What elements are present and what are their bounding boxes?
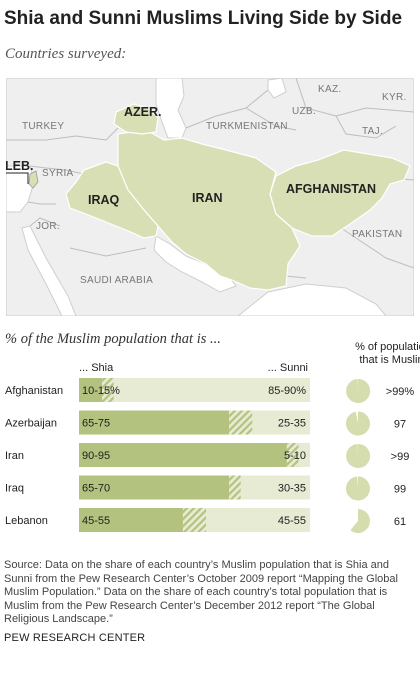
- map-label-saudi-arabia: SAUDI ARABIA: [80, 275, 153, 286]
- pie-heading-line1: % of population: [355, 341, 420, 353]
- country-label-iran: Iran: [5, 450, 24, 462]
- muslim-pie-iraq: [345, 476, 370, 501]
- sunni-heading: ... Sunni: [268, 362, 308, 374]
- country-label-lebanon: Lebanon: [5, 515, 48, 527]
- range-hatch-iran: [286, 443, 299, 467]
- muslim-share-label-lebanon: 61: [394, 516, 406, 528]
- map-label-kyrgyzstan: KYR.: [382, 92, 407, 103]
- map-label-turkey: TURKEY: [22, 121, 64, 132]
- shia-heading: ... Shia: [79, 362, 114, 374]
- chart-subtitle: % of the Muslim population that is ...: [5, 331, 221, 347]
- sunni-label-afghanistan: 85-90%: [268, 385, 306, 397]
- muslim-pie-lebanon: [350, 509, 370, 533]
- shia-bar-afghanistan: [79, 378, 103, 402]
- range-hatch-lebanon: [182, 508, 207, 532]
- iraq-shape: [65, 161, 159, 239]
- sunni-label-iraq: 30-35: [278, 483, 306, 495]
- map-label-azerbaijan: AZER.: [124, 105, 162, 119]
- map-label-syria: SYRIA: [42, 168, 74, 179]
- shia-bar-iran: [79, 443, 287, 467]
- credit-line: PEW RESEARCH CENTER: [4, 632, 146, 644]
- map-label-uzbekistan: UZB.: [292, 106, 316, 117]
- map-label-turkmenistan: TURKMENISTAN: [206, 121, 288, 132]
- shia-bar-azerbaijan: [79, 410, 230, 435]
- shia-label-lebanon: 45-55: [82, 515, 110, 527]
- sunni-label-iran: 5-10: [284, 450, 306, 462]
- shia-sunni-chart: % of population that is Muslim ... Shia …: [5, 341, 420, 533]
- shia-bar-iraq: [79, 475, 230, 500]
- lebanon-shape: [28, 170, 39, 189]
- map-label-lebanon: LEB.: [6, 159, 33, 173]
- shia-label-azerbaijan: 65-75: [82, 418, 110, 430]
- map-label-tajikistan: TAJ.: [362, 126, 383, 137]
- map-label-kazakhstan: KAZ.: [318, 84, 341, 95]
- persian-gulf: [153, 235, 237, 293]
- page-title: Shia and Sunni Muslims Living Side by Si…: [4, 8, 403, 29]
- sunni-label-azerbaijan: 25-35: [278, 418, 306, 430]
- muslim-share-label-iran: >99: [391, 451, 410, 463]
- sunni-bar-afghanistan: [79, 378, 310, 402]
- map-subtitle: Countries surveyed:: [5, 46, 127, 62]
- map-label-afghanistan: AFGHANISTAN: [286, 182, 376, 196]
- lebanon-callout-line: [6, 172, 29, 184]
- aral-sea: [267, 78, 287, 99]
- muslim-share-label-afghanistan: >99%: [386, 386, 415, 398]
- shia-label-afghanistan: 10-15%: [82, 385, 120, 397]
- shia-label-iraq: 65-70: [82, 483, 110, 495]
- shia-bar-lebanon: [79, 508, 183, 532]
- arabian-sea: [237, 283, 387, 316]
- muslim-share-label-azerbaijan: 97: [394, 419, 406, 431]
- map-label-iraq: IRAQ: [88, 193, 120, 207]
- muslim-pie-afghanistan: [346, 378, 371, 403]
- iran-shape: [117, 129, 301, 291]
- map-label-iran: IRAN: [192, 191, 223, 205]
- source-note: Source: Data on the share of each countr…: [4, 559, 398, 626]
- map-label-jordan: JOR.: [36, 221, 60, 232]
- shia-label-iran: 90-95: [82, 450, 110, 462]
- muslim-share-label-iraq: 99: [394, 484, 406, 496]
- country-label-iraq: Iraq: [5, 483, 24, 495]
- pie-heading-line2: that is Muslim: [359, 354, 420, 366]
- range-hatch-afghanistan: [102, 378, 114, 402]
- range-hatch-iraq: [229, 475, 241, 500]
- map-label-pakistan: PAKISTAN: [352, 229, 402, 240]
- red-sea: [21, 225, 77, 316]
- azerbaijan-shape: [113, 103, 159, 135]
- region-map: TURKEY SYRIA JOR. SAUDI ARABIA TURKMENIS…: [6, 78, 414, 316]
- caspian-sea: [155, 78, 187, 139]
- country-label-afghanistan: Afghanistan: [5, 385, 63, 397]
- country-label-azerbaijan: Azerbaijan: [5, 418, 57, 430]
- sunni-label-lebanon: 45-55: [278, 515, 306, 527]
- muslim-pie-iran: [346, 443, 371, 468]
- muslim-pie-azerbaijan: [345, 411, 370, 436]
- range-hatch-azerbaijan: [229, 410, 253, 435]
